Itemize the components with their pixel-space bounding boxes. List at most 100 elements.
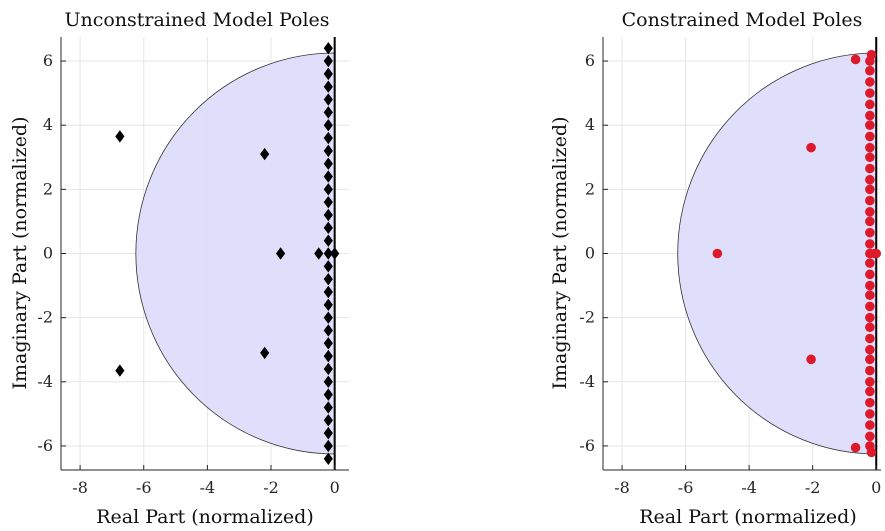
pole-marker <box>323 247 333 260</box>
pole-marker <box>865 376 875 387</box>
pole-marker <box>323 439 333 453</box>
pole-marker <box>323 183 333 196</box>
unconstrained-poles-panel: Unconstrained Model Poles Real Part (nor… <box>9 9 349 528</box>
x-tick-label: -2 <box>263 478 279 497</box>
pole-marker <box>865 258 875 268</box>
pole-marker <box>115 130 125 143</box>
x-tick-label: -6 <box>136 478 152 497</box>
pole-marker <box>323 42 333 55</box>
pole-marker <box>865 386 875 397</box>
pole-marker <box>865 216 875 227</box>
pole-marker <box>260 346 270 360</box>
y-tick-label: -6 <box>579 436 595 455</box>
pole-marker <box>323 375 333 388</box>
pole-marker <box>865 344 875 355</box>
pole-marker <box>865 227 875 238</box>
x-tick-label: -6 <box>678 478 694 497</box>
stability-region <box>135 52 336 455</box>
pole-marker <box>323 337 333 350</box>
pole-marker <box>865 131 875 142</box>
pole-marker <box>323 388 333 401</box>
pole-marker <box>323 362 333 376</box>
pole-marker <box>323 119 333 132</box>
y-axis-label: Imaginary Part (normalized) <box>9 116 31 389</box>
y-tick-label: -6 <box>37 436 53 455</box>
pole-marker <box>850 54 861 65</box>
y-tick-label: 0 <box>43 244 53 263</box>
pole-marker <box>865 65 875 76</box>
stability-region <box>677 52 877 455</box>
y-tick-label: 2 <box>585 179 595 198</box>
y-tick-label: -4 <box>37 372 53 391</box>
x-tick-label: -4 <box>741 478 757 497</box>
x-tick-label: -4 <box>200 478 216 497</box>
pole-marker <box>865 77 875 87</box>
pole-marker <box>865 163 875 174</box>
pole-marker <box>323 426 333 440</box>
pole-marker <box>323 311 333 324</box>
pole-marker <box>330 247 340 260</box>
pole-marker <box>865 312 875 323</box>
pole-marker <box>323 349 333 363</box>
pole-marker <box>865 207 875 217</box>
pole-marker <box>865 420 875 430</box>
y-tick-label: 6 <box>43 51 53 70</box>
y-tick-label: 6 <box>585 51 595 70</box>
pole-marker <box>323 221 333 235</box>
constrained-poles-panel: Constrained Model Poles Real Part (norma… <box>549 9 881 528</box>
y-tick-label: -2 <box>37 308 53 327</box>
pole-marker <box>806 354 816 365</box>
pole-marker <box>323 157 333 170</box>
pole-marker <box>323 106 333 119</box>
pole-marker <box>865 333 875 344</box>
chart-title: Constrained Model Poles <box>622 9 863 31</box>
pole-marker <box>865 290 875 300</box>
pole-marker <box>323 93 333 106</box>
pole-marker <box>865 99 875 110</box>
y-tick-label: 4 <box>585 115 595 134</box>
pole-marker <box>323 80 333 93</box>
pole-marker <box>323 324 333 337</box>
pole-marker <box>865 174 875 185</box>
x-tick-label: 0 <box>330 478 340 497</box>
pole-marker <box>323 67 333 81</box>
pole-marker <box>865 110 875 121</box>
pole-marker <box>865 280 875 291</box>
pole-marker <box>865 322 875 333</box>
y-tick-label: -4 <box>579 372 595 391</box>
pole-marker <box>260 147 270 161</box>
pole-marker <box>323 285 333 299</box>
pole-marker <box>323 144 333 158</box>
pole-marker <box>865 239 875 249</box>
pole-marker <box>865 120 875 131</box>
x-tick-label: 0 <box>871 478 881 497</box>
pole-marker <box>323 170 333 183</box>
pole-marker <box>865 301 875 312</box>
pole-marker <box>323 54 333 68</box>
pole-marker <box>314 247 324 260</box>
pole-marker <box>865 397 875 408</box>
pole-marker <box>865 195 875 206</box>
pole-marker <box>323 401 333 414</box>
pole-marker <box>865 88 875 98</box>
pole-marker <box>323 414 333 427</box>
pole-marker <box>865 441 875 451</box>
pole-marker <box>865 269 875 280</box>
y-tick-label: 2 <box>43 179 53 198</box>
pole-marker <box>323 260 333 273</box>
pole-marker <box>865 142 875 153</box>
pole-marker <box>115 364 125 377</box>
y-tick-label: -2 <box>579 308 595 327</box>
chart-title: Unconstrained Model Poles <box>64 9 329 31</box>
x-tick-label: -2 <box>805 478 821 497</box>
y-tick-label: 4 <box>43 115 53 134</box>
pole-marker <box>712 248 723 259</box>
pole-marker <box>865 431 875 442</box>
y-tick-label: 0 <box>585 244 595 263</box>
pole-marker <box>323 452 333 465</box>
pole-marker <box>871 248 882 259</box>
x-tick-label: -8 <box>72 478 88 497</box>
x-tick-label: -8 <box>614 478 630 497</box>
x-axis-label: Real Part (normalized) <box>639 506 857 528</box>
